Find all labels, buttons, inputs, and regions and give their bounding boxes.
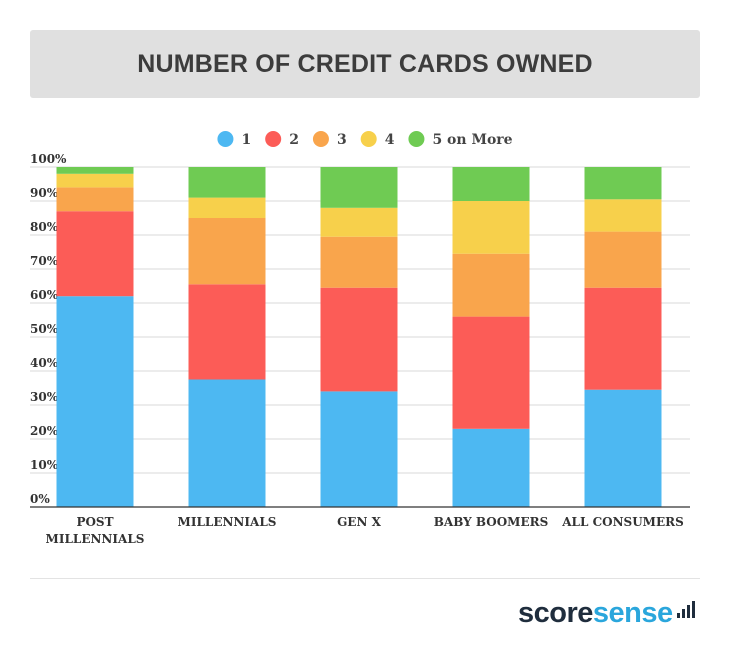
y-tick-label: 30% (30, 390, 59, 404)
x-category-label: POST MILLENNIALS (46, 515, 145, 546)
legend-label: 3 (337, 132, 347, 148)
page-title: NUMBER OF CREDIT CARDS OWNED (137, 49, 593, 78)
y-tick-label: 40% (30, 356, 59, 370)
bar-segment (188, 218, 266, 285)
legend-item: 1 (217, 131, 251, 148)
y-tick-label: 20% (30, 424, 59, 438)
bar-segment (320, 391, 398, 507)
brand-logo-score: score (518, 597, 593, 629)
bar-segment (584, 167, 662, 200)
brand-logo-sense: sense (592, 597, 673, 629)
bar-segment (188, 284, 266, 380)
legend-item: 3 (312, 131, 347, 148)
signal-bars-icon (676, 601, 695, 618)
bar-segment (320, 236, 398, 288)
bar-segment (56, 173, 134, 188)
x-category-label: BABY BOOMERS (434, 515, 548, 529)
bars (56, 167, 662, 507)
bar-segment (56, 187, 134, 212)
y-tick-label: 70% (30, 254, 59, 268)
bar-segment (452, 201, 530, 254)
x-category-label: ALL CONSUMERS (561, 515, 684, 529)
legend-item: 2 (265, 131, 299, 148)
legend-swatch (360, 131, 377, 147)
y-tick-label: 10% (30, 458, 59, 472)
bar-segment (452, 316, 530, 429)
bar-segment (584, 231, 662, 288)
y-axis-ticks: 0% 10% 20% 30% 40% 50% 60% 70% 80% 90% 100% (30, 152, 67, 506)
x-axis-categories: POST MILLENNIALS MILLENNIALS GEN X BABY BOOM… (46, 515, 684, 546)
legend-item: 4 (360, 131, 395, 148)
y-tick-label: 80% (30, 220, 59, 234)
x-category-label: MILLENNIALS (178, 515, 277, 529)
bar-segment (188, 167, 266, 198)
y-tick-label: 0% (30, 492, 50, 506)
legend-label: 5 on More (432, 132, 512, 148)
bar-segment (320, 207, 398, 237)
legend-label: 2 (289, 132, 299, 148)
bar-segment (56, 211, 134, 297)
bar-segment (188, 379, 266, 507)
legend-label: 1 (241, 132, 251, 148)
legend-swatch (265, 131, 282, 147)
bar-segment (452, 428, 530, 507)
bar-segment (584, 389, 662, 507)
y-tick-label: 100% (30, 152, 67, 166)
footer-divider (30, 578, 700, 579)
y-tick-label: 60% (30, 288, 59, 302)
legend-swatch (217, 131, 234, 147)
y-tick-label: 50% (30, 322, 59, 336)
bar-segment (452, 167, 530, 201)
bar-segment (584, 199, 662, 232)
bar-segment (320, 287, 398, 392)
bar-segment (56, 296, 134, 507)
brand-logo: score sense (518, 598, 695, 628)
y-tick-label: 90% (30, 186, 59, 200)
legend-swatch (312, 131, 329, 147)
bar-segment (584, 287, 662, 390)
bar-segment (452, 253, 530, 317)
stacked-bar-chart: 1 2 3 4 5 on More 0% 10% 20% 30% 40% 50% 60% 70% 80%… (30, 131, 690, 546)
bar-segment (56, 167, 134, 174)
legend-swatch (408, 131, 425, 147)
title-banner: NUMBER OF CREDIT CARDS OWNED (30, 30, 700, 98)
legend-label: 4 (385, 132, 395, 148)
legend: 1 2 3 4 5 on More (217, 131, 513, 148)
legend-item: 5 on More (408, 131, 513, 148)
bar-segment (188, 197, 266, 218)
bar-segment (320, 167, 398, 208)
x-category-label: GEN X (337, 515, 382, 529)
